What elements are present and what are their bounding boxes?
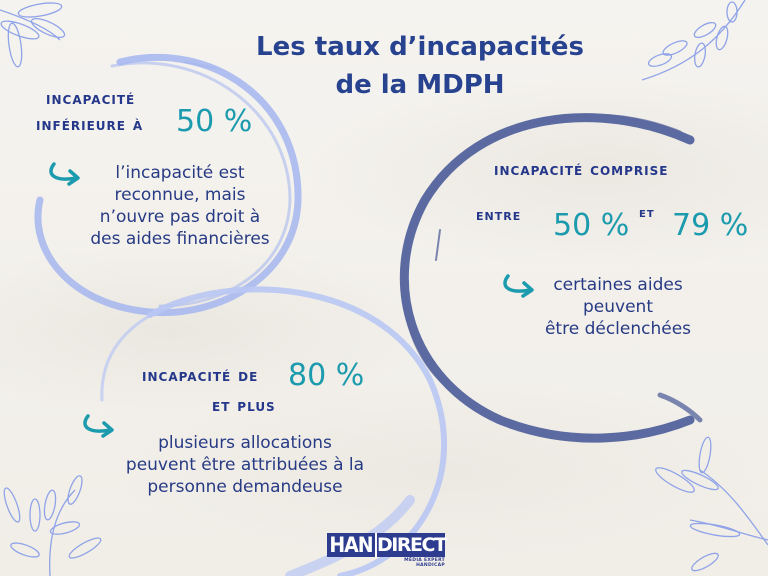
curved-arrow-icon — [503, 274, 534, 298]
heading-line-2: inférieure à — [36, 115, 144, 135]
section-80-plus-heading-2: et plus — [212, 396, 276, 416]
heading-prefix-entre: entre — [476, 205, 522, 224]
leaf-branch-bottom-left — [3, 475, 102, 576]
brush-circle-right — [399, 113, 703, 443]
logo-direct: DIRECT — [375, 533, 447, 557]
curved-arrow-icon — [83, 414, 114, 438]
section-below-50-heading: Incapacité — [46, 88, 135, 110]
section-below-50-description: l’incapacité est reconnue, mais n’ouvre … — [90, 163, 270, 249]
title-line-2: de la MDPH — [335, 70, 505, 100]
value-79-percent: 79 % — [672, 208, 749, 243]
value-50-percent: 50 % — [176, 104, 253, 139]
title-line-1: Les taux d’incapacités — [256, 32, 584, 62]
logo-tagline: MÉDIA EXPERT HANDICAP — [404, 558, 445, 568]
handirect-logo: HAN DIRECT MÉDIA EXPERT HANDICAP — [327, 533, 447, 568]
leaf-branch-top-right — [641, 0, 746, 81]
section-below-50-heading-2: inférieure à — [36, 112, 143, 138]
section-80-plus-description: plusieurs allocations peuvent être attri… — [125, 433, 365, 497]
curved-arrow-icon — [49, 162, 80, 186]
heading-line-1: Incapacité — [46, 89, 136, 109]
value-80-percent: 80 % — [288, 358, 365, 393]
leaf-branch-bottom-right — [655, 436, 768, 572]
leaf-branch-top-left — [0, 2, 66, 68]
section-50-79-description: certaines aides peuvent être déclenchées — [544, 275, 692, 339]
section-50-79-heading: Incapacité comprise — [494, 160, 669, 180]
value-50-percent-range: 50 % — [553, 208, 630, 243]
section-80-plus-heading: Incapacité de — [142, 366, 259, 386]
logo-han: HAN — [327, 533, 375, 557]
page-title: Les taux d’incapacités de la MDPH — [200, 28, 640, 104]
heading-mid-et: et — [639, 205, 655, 221]
